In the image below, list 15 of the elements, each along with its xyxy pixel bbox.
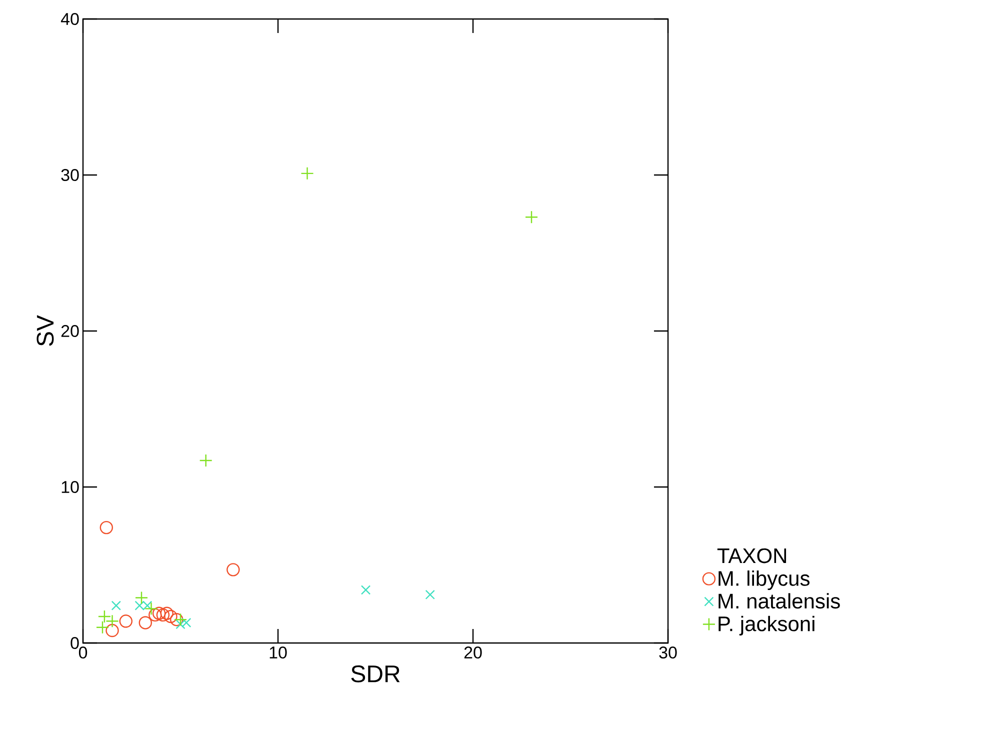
x-tick-label: 0	[78, 646, 88, 659]
x-axis-title: SDR	[351, 665, 400, 682]
legend-label: M. libycus	[718, 570, 810, 590]
x-tick-label: 30	[659, 646, 677, 659]
y-tick-label: 0	[70, 636, 79, 650]
legend-label: M. natalensis	[718, 593, 840, 609]
x-tick-label: 10	[270, 646, 287, 659]
y-axis-title: SV	[36, 315, 54, 346]
legend-label: P. jacksoni	[718, 616, 814, 636]
legend-title: TAXON	[717, 548, 786, 564]
y-tick-label: 30	[61, 168, 79, 182]
y-tick-label: 20	[61, 324, 79, 338]
y-tick-label: 40	[60, 12, 79, 26]
y-tick-label: 10	[62, 480, 79, 494]
x-tick-label: 20	[464, 646, 482, 659]
